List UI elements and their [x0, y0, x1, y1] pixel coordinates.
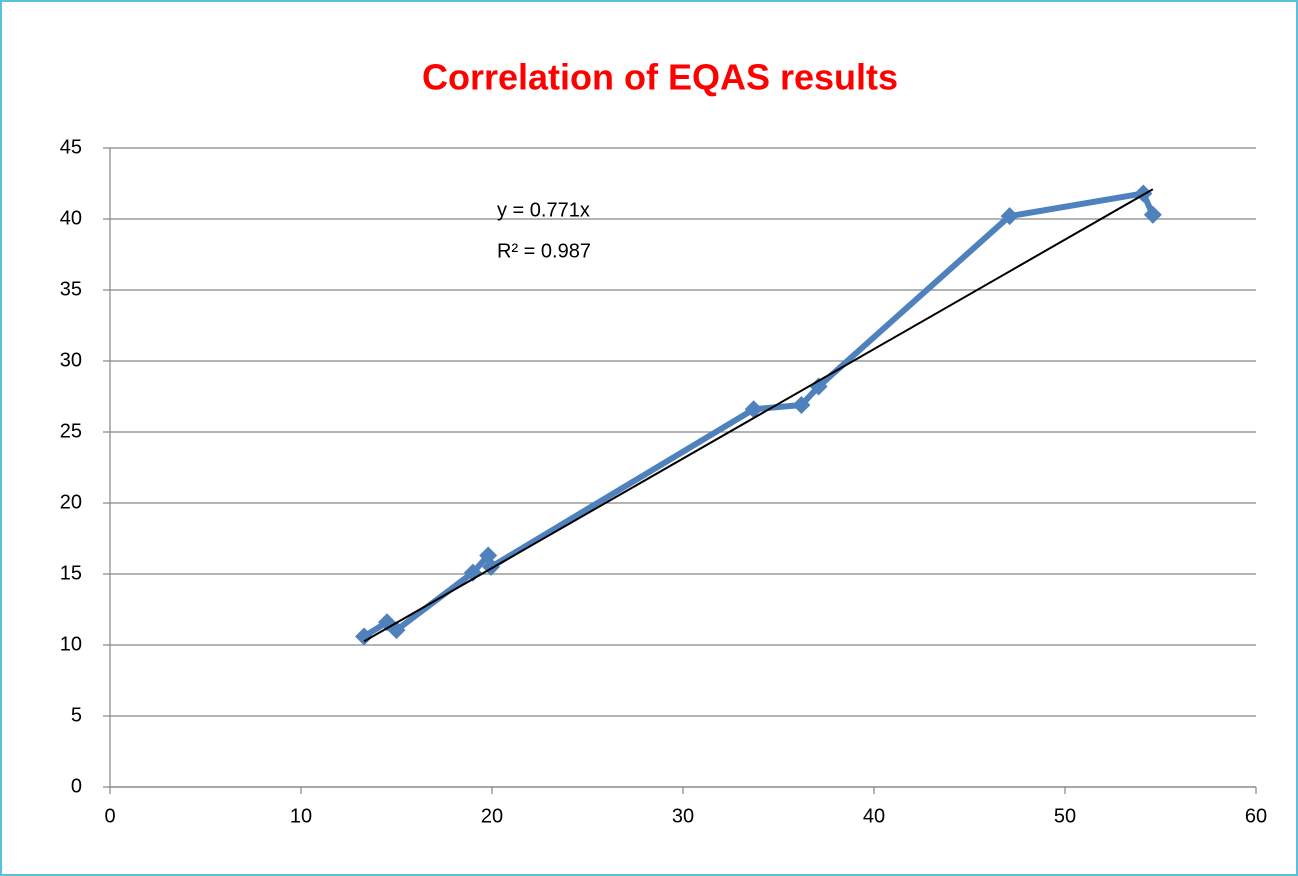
y-tick-label: 15 [60, 562, 82, 584]
y-tick-label: 30 [60, 349, 82, 371]
data-point [1000, 207, 1019, 226]
y-tick-label: 5 [71, 704, 82, 726]
y-tick-label: 45 [60, 136, 82, 158]
data-point [792, 396, 811, 415]
chart-title: Correlation of EQAS results [422, 57, 898, 98]
trendline [363, 188, 1154, 643]
x-tick-label: 20 [481, 805, 503, 827]
x-tick-label: 50 [1054, 805, 1076, 827]
x-tick-label: 40 [863, 805, 885, 827]
data-point [809, 377, 828, 396]
y-tick-label: 40 [60, 207, 82, 229]
data-point [355, 627, 374, 646]
y-tick-label: 25 [60, 420, 82, 442]
y-tick-label: 10 [60, 633, 82, 655]
y-tick-label: 20 [60, 491, 82, 513]
data-point [744, 400, 763, 419]
x-tick-label: 60 [1245, 805, 1267, 827]
trend-equation: y = 0.771x [497, 199, 590, 221]
x-tick-label: 10 [290, 805, 312, 827]
x-tick-label: 0 [104, 805, 115, 827]
x-tick-label: 30 [672, 805, 694, 827]
y-tick-label: 35 [60, 278, 82, 300]
data-point [1143, 205, 1162, 224]
trend-r-squared: R² = 0.987 [497, 240, 591, 262]
y-tick-label: 0 [71, 775, 82, 797]
